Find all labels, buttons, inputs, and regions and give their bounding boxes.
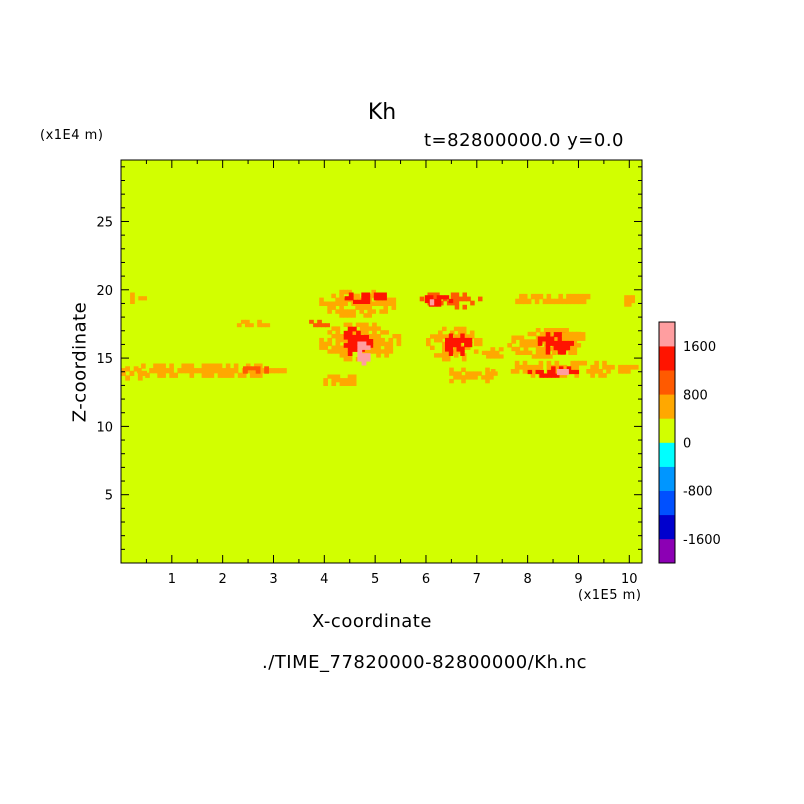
colorbar-segment xyxy=(659,346,675,371)
chart-title: Kh xyxy=(367,100,397,125)
y-tick-label: 10 xyxy=(96,420,113,435)
contour-region xyxy=(121,363,287,378)
colorbar: 1600 800 0 -800 -1600 xyxy=(658,321,721,564)
contour-region xyxy=(556,369,569,376)
colorbar-segment xyxy=(659,490,675,516)
y-tick-label: 15 xyxy=(96,352,113,367)
colorbar-segment xyxy=(659,394,675,419)
contour-region xyxy=(429,299,435,306)
contour-region xyxy=(236,319,271,328)
contour-region xyxy=(537,332,574,355)
colorbar-segment xyxy=(659,442,675,467)
plot-background xyxy=(121,160,642,563)
x-axis-unit: (x1E5 m) xyxy=(578,588,642,603)
colorbar-segment xyxy=(659,370,675,395)
x-tick-label: 10 xyxy=(621,572,638,587)
y-axis: 5 10 15 20 25 xyxy=(96,166,642,550)
contour-region xyxy=(130,292,147,304)
colorbar-tick-label: -800 xyxy=(683,485,713,500)
colorbar-segment xyxy=(659,466,675,491)
contour-region xyxy=(445,333,473,356)
colorbar-tick-label: 800 xyxy=(683,388,708,403)
contour-region xyxy=(121,366,147,381)
colorbar-segment xyxy=(659,322,675,347)
contour-region xyxy=(243,366,269,374)
y-tick-label: 25 xyxy=(96,215,113,230)
x-tick-label: 8 xyxy=(523,572,531,587)
contour-region xyxy=(344,292,387,304)
colorbar-segment xyxy=(659,418,675,443)
x-tick-label: 1 xyxy=(168,572,176,587)
x-axis-label: X-coordinate xyxy=(312,611,432,632)
x-tick-label: 2 xyxy=(219,572,227,587)
contour-region xyxy=(515,293,591,305)
colorbar-segment xyxy=(659,538,675,564)
contour-region xyxy=(357,341,371,366)
chart-subtitle: t=82800000.0 y=0.0 xyxy=(424,130,625,151)
plot-frame xyxy=(120,159,643,564)
colorbar-segment xyxy=(659,514,675,540)
y-axis-unit: (x1E4 m) xyxy=(40,128,104,143)
contour-region xyxy=(624,295,635,307)
contour-region xyxy=(323,374,357,386)
x-tick-label: 9 xyxy=(574,572,582,587)
source-file-label: ./TIME_77820000-82800000/Kh.nc xyxy=(262,652,588,673)
x-tick-label: 5 xyxy=(371,572,379,587)
x-tick-label: 3 xyxy=(269,572,277,587)
colorbar-tick-label: -1600 xyxy=(683,533,721,548)
plot-area xyxy=(120,159,643,564)
contour-region xyxy=(309,319,330,328)
y-tick-label: 20 xyxy=(96,284,113,299)
contour-region xyxy=(481,347,504,359)
contour-region xyxy=(561,332,586,341)
colorbar-tick-label: 1600 xyxy=(683,340,716,355)
x-axis: 1 2 3 4 5 6 7 8 9 10 xyxy=(145,160,638,587)
x-tick-label: 4 xyxy=(320,572,328,587)
colorbar-tick-label: 0 xyxy=(683,437,691,452)
y-tick-label: 5 xyxy=(105,489,113,504)
colorbar-frame xyxy=(658,321,676,564)
x-tick-label: 6 xyxy=(422,572,430,587)
x-tick-label: 7 xyxy=(473,572,481,587)
